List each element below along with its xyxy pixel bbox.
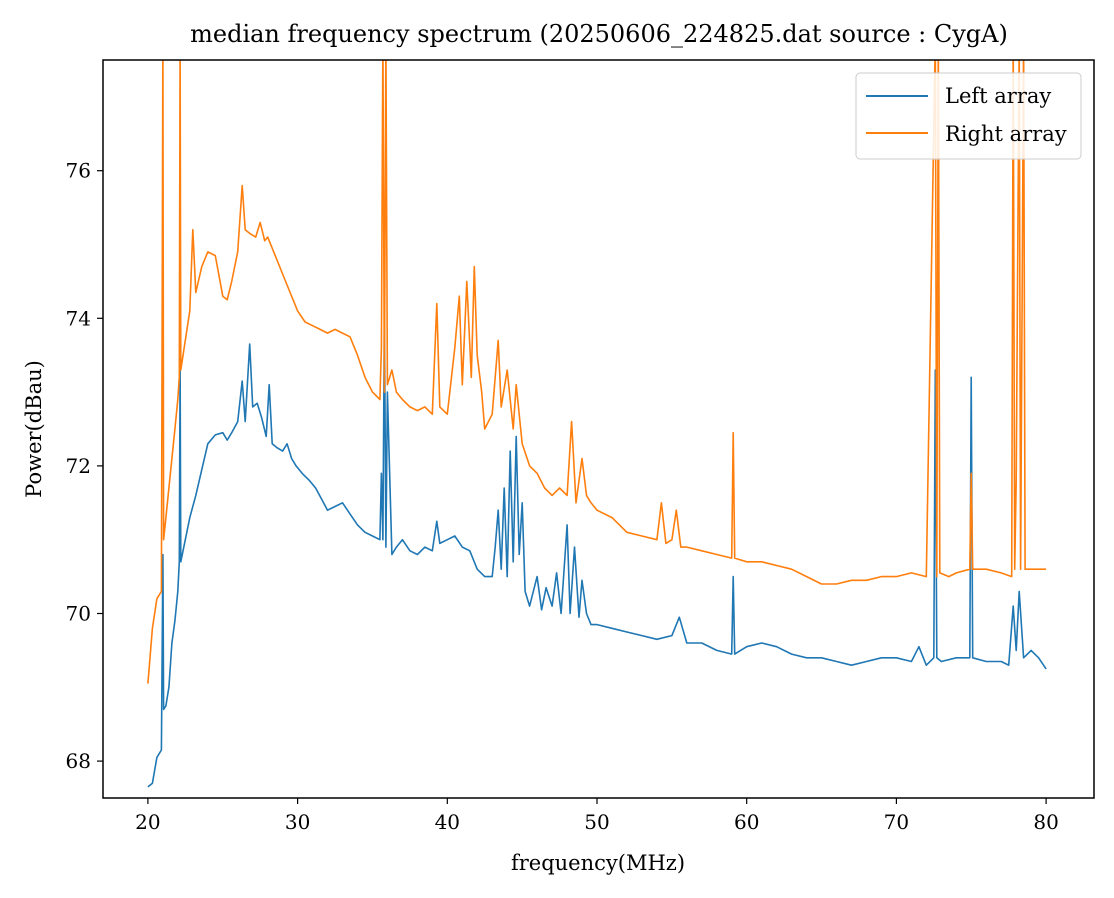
x-tick-label: 60 [734,810,759,834]
x-tick-label: 80 [1033,810,1058,834]
legend-label-left-array: Left array [945,84,1051,108]
y-tick-label: 74 [66,306,91,330]
x-axis-title: frequency(MHz) [511,851,685,875]
x-tick-label: 20 [135,810,160,834]
y-tick-label: 70 [66,602,91,626]
legend: Left array Right array [855,72,1082,160]
x-tick-label: 30 [285,810,310,834]
plot-area [102,59,1095,799]
legend-box [855,72,1082,160]
x-tick-label: 50 [584,810,609,834]
plot-frame [102,59,1095,799]
y-tick-label: 72 [66,454,91,478]
y-axis: 68 70 72 74 76 [66,159,103,773]
x-tick-label: 70 [884,810,909,834]
x-axis: 20 30 40 50 60 70 80 [135,798,1059,834]
y-axis-title: Power(dBau) [22,360,46,498]
legend-label-right-array: Right array [945,122,1067,146]
series-line-right-array [147,60,1047,684]
y-tick-label: 68 [66,749,91,773]
chart-title: median frequency spectrum (20250606_2248… [190,20,1008,48]
y-tick-label: 76 [66,159,91,183]
series-line-left-array [147,310,1047,788]
x-tick-label: 40 [435,810,460,834]
